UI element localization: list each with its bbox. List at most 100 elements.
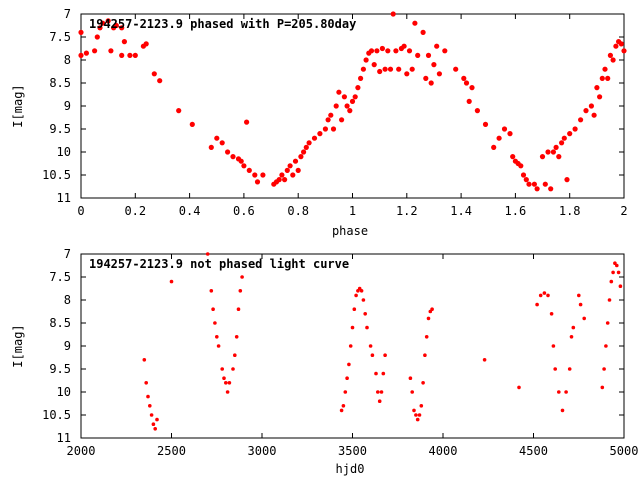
unphased-data-point [236, 307, 241, 312]
phased-x-label: phase [332, 224, 368, 238]
unphased-data-point [535, 302, 539, 307]
phased-data-point [219, 140, 225, 146]
phased-data-point [542, 181, 548, 187]
phased-data-point [390, 11, 396, 17]
unphased-data-point [148, 404, 152, 408]
phased-data-point [330, 126, 337, 132]
phased-data-point [355, 85, 361, 91]
unphased-ticks: 2000 2500 3000 3500 4000 4500 5000 7 7.5 8 8.5 9 9.5… [42, 247, 638, 458]
phased-data-point [333, 103, 339, 109]
phased-data-point [189, 121, 195, 127]
unphased-data-point [350, 325, 355, 330]
unphased-data-point [424, 335, 429, 339]
phased-x-tick-label: 0.8 [287, 204, 309, 218]
unphased-data-point [517, 385, 521, 390]
unphased-data-point [368, 344, 373, 348]
phased-data-point [290, 172, 296, 178]
unphased-data-point [363, 312, 368, 316]
phased-data-point [404, 71, 410, 77]
phased-data-point [466, 98, 472, 104]
phased-data-point [491, 144, 497, 150]
phased-data-point [303, 144, 309, 150]
phased-data-point [412, 20, 418, 26]
unphased-data-point [348, 344, 353, 348]
unphased-y-tick-label: 8.5 [49, 316, 71, 330]
unphased-data-point [220, 367, 224, 371]
phased-y-tick-label: 9 [64, 99, 71, 113]
unphased-y-tick-label: 10.5 [42, 408, 71, 422]
unphased-data-point [234, 335, 239, 339]
unphased-data-point [538, 293, 543, 298]
phased-data-point [545, 149, 551, 155]
unphased-data-point [618, 284, 623, 289]
unphased-data-point [415, 417, 420, 422]
unphased-data-point [209, 289, 214, 293]
phased-data-point [252, 172, 258, 178]
phased-y-tick-label: 11 [57, 191, 71, 205]
phased-data-point [559, 140, 565, 146]
unphased-data-point [155, 417, 159, 422]
phased-data-point [461, 75, 467, 81]
phased-data-point [605, 75, 611, 81]
phased-data-point [618, 41, 624, 47]
phased-data-point [298, 154, 304, 160]
phased-data-point [482, 121, 489, 127]
unphased-data-point [225, 390, 230, 394]
unphased-y-tick-label: 7 [64, 247, 71, 261]
phased-data-point [588, 103, 595, 109]
phased-data-point [143, 41, 149, 47]
phased-data-point [385, 48, 391, 54]
phased-data-point [121, 39, 127, 45]
phased-data-point [423, 75, 429, 81]
phased-data-point [254, 179, 261, 185]
phased-data-point [325, 117, 331, 123]
phased-data-point [78, 52, 84, 59]
unphased-data-point [604, 344, 608, 348]
phased-y-label: I[mag] [11, 84, 25, 127]
phased-data-point [578, 117, 584, 123]
unphased-data-point [233, 353, 237, 358]
unphased-data-point [151, 422, 156, 427]
phased-panel: 0 0.2 0.4 0.6 0.8 1 1.2 1.4 1.6 1.8 2 7 7.5 8 8.5 9 9.5 1… [11, 7, 628, 238]
phased-data-point [613, 43, 619, 49]
phased-y-tick-label: 9.5 [49, 122, 71, 136]
phased-data-point [282, 177, 288, 183]
phased-data-point [344, 103, 350, 109]
phased-data-point [453, 66, 459, 72]
phased-data-point [349, 98, 356, 104]
unphased-x-tick-label: 2000 [67, 444, 96, 458]
phased-data-point [599, 75, 605, 81]
unphased-data-point [577, 293, 581, 298]
unphased-data-point [611, 270, 615, 275]
phased-data-point [572, 126, 578, 132]
unphased-x-tick-label: 4000 [429, 444, 458, 458]
unphased-data-point [142, 358, 147, 362]
unphased-x-tick-label: 4500 [519, 444, 548, 458]
phased-data-point [244, 119, 250, 125]
unphased-data-point [615, 263, 619, 268]
phased-data-point [553, 144, 559, 150]
phased-x-tick-label: 1.4 [450, 204, 472, 218]
phased-data-point [507, 131, 513, 137]
phased-y-tick-label: 10.5 [42, 168, 71, 182]
unphased-data-point [365, 325, 369, 330]
unphased-data-point [376, 390, 380, 394]
unphased-data-point [222, 376, 226, 381]
unphased-y-tick-label: 11 [57, 431, 71, 445]
unphased-data-point [421, 381, 425, 385]
phased-data-point [119, 25, 125, 31]
unphased-x-tick-label: 5000 [610, 444, 639, 458]
unphased-data-point [216, 344, 221, 348]
phased-data-point [415, 52, 421, 59]
phased-data-point [151, 71, 157, 77]
phased-data-point [157, 78, 163, 84]
phased-data-point [328, 112, 334, 118]
unphased-data-point [549, 312, 554, 316]
phased-plot-frame [80, 13, 625, 199]
unphased-panel: 2000 2500 3000 3500 4000 4500 5000 7 7.5 8 8.5 9 9.5… [11, 247, 638, 476]
unphased-y-tick-label: 10 [57, 385, 71, 399]
phased-data-point [214, 135, 220, 141]
phased-data-point [550, 149, 557, 155]
unphased-data-point [605, 321, 610, 325]
phased-data-point [518, 163, 524, 169]
